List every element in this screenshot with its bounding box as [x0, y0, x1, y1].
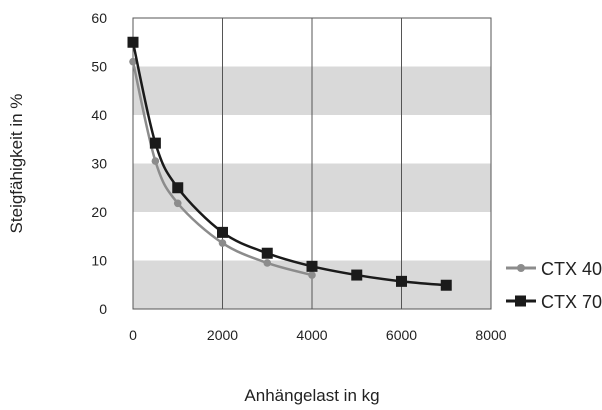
y-tick-label: 40	[91, 107, 107, 123]
series-ctx-40	[129, 57, 316, 279]
y-tick-label: 0	[99, 301, 107, 317]
y-tick-label: 10	[91, 253, 107, 269]
data-point-ctx-40	[151, 157, 160, 165]
legend-label-ctx-70: CTX 70	[541, 292, 602, 312]
y-tick-label: 20	[91, 204, 107, 220]
y-axis-label: Steigfähigkeit in %	[7, 94, 26, 234]
data-point-ctx-40	[263, 259, 272, 267]
legend-item-ctx-70: CTX 70	[506, 292, 602, 312]
y-tick-labels: 0 10 20 30 40 50 60	[91, 10, 107, 317]
data-point-ctx-70	[217, 226, 228, 238]
data-point-ctx-70	[306, 260, 318, 272]
y-tick-label: 60	[91, 10, 107, 26]
x-axis-label: Anhängelast in kg	[244, 386, 379, 405]
x-tick-labels: 0 2000 4000 6000 8000	[129, 327, 507, 343]
data-point-ctx-70	[261, 247, 273, 259]
legend-marker-ctx-40	[517, 264, 525, 272]
legend-item-ctx-40: CTX 40	[506, 259, 602, 279]
y-tick-label: 50	[91, 59, 107, 75]
x-tick-label: 2000	[207, 327, 238, 343]
data-point-ctx-70	[396, 275, 407, 287]
data-point-ctx-70	[127, 36, 139, 48]
plot-frame	[132, 17, 492, 310]
data-point-ctx-40	[218, 239, 227, 247]
x-tick-label: 0	[129, 327, 137, 343]
data-point-ctx-40	[129, 57, 137, 66]
data-point-ctx-70	[149, 137, 161, 149]
legend: CTX 40 CTX 70	[506, 259, 602, 312]
x-tick-label: 6000	[386, 327, 417, 343]
legend-marker-ctx-70	[515, 295, 526, 307]
data-point-ctx-40	[308, 271, 316, 279]
vertical-gridlines	[222, 18, 402, 309]
series-layer	[127, 36, 452, 291]
series-ctx-70	[127, 36, 452, 291]
data-point-ctx-70	[172, 182, 184, 194]
x-tick-label: 4000	[296, 327, 327, 343]
data-point-ctx-70	[440, 279, 452, 291]
x-tick-label: 8000	[475, 327, 506, 343]
legend-label-ctx-40: CTX 40	[541, 259, 602, 279]
data-point-ctx-70	[351, 269, 363, 281]
y-tick-label: 30	[91, 156, 107, 172]
data-point-ctx-40	[173, 199, 182, 208]
